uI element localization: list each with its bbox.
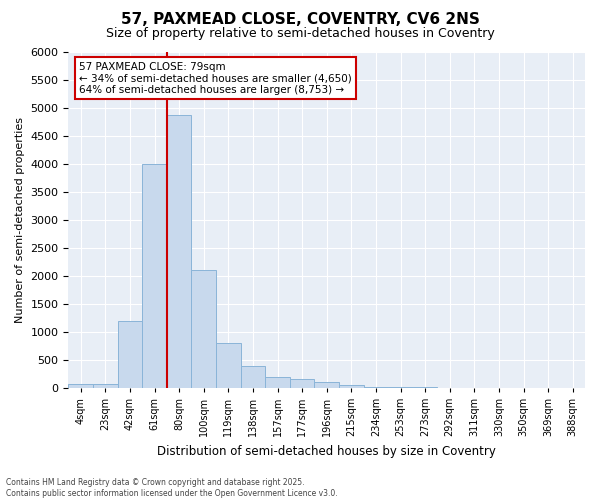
Bar: [364, 386, 388, 388]
Bar: [314, 382, 339, 388]
Text: Contains HM Land Registry data © Crown copyright and database right 2025.
Contai: Contains HM Land Registry data © Crown c…: [6, 478, 338, 498]
Bar: [290, 379, 314, 388]
Y-axis label: Number of semi-detached properties: Number of semi-detached properties: [15, 116, 25, 322]
Bar: [388, 387, 413, 388]
X-axis label: Distribution of semi-detached houses by size in Coventry: Distribution of semi-detached houses by …: [157, 444, 496, 458]
Text: 57 PAXMEAD CLOSE: 79sqm
← 34% of semi-detached houses are smaller (4,650)
64% of: 57 PAXMEAD CLOSE: 79sqm ← 34% of semi-de…: [79, 62, 352, 95]
Bar: [68, 384, 93, 388]
Text: Size of property relative to semi-detached houses in Coventry: Size of property relative to semi-detach…: [106, 28, 494, 40]
Bar: [167, 115, 191, 388]
Text: 57, PAXMEAD CLOSE, COVENTRY, CV6 2NS: 57, PAXMEAD CLOSE, COVENTRY, CV6 2NS: [121, 12, 479, 28]
Bar: [216, 343, 241, 388]
Bar: [339, 385, 364, 388]
Bar: [142, 164, 167, 388]
Bar: [118, 320, 142, 388]
Bar: [191, 270, 216, 388]
Bar: [265, 376, 290, 388]
Bar: [241, 366, 265, 388]
Bar: [93, 384, 118, 388]
